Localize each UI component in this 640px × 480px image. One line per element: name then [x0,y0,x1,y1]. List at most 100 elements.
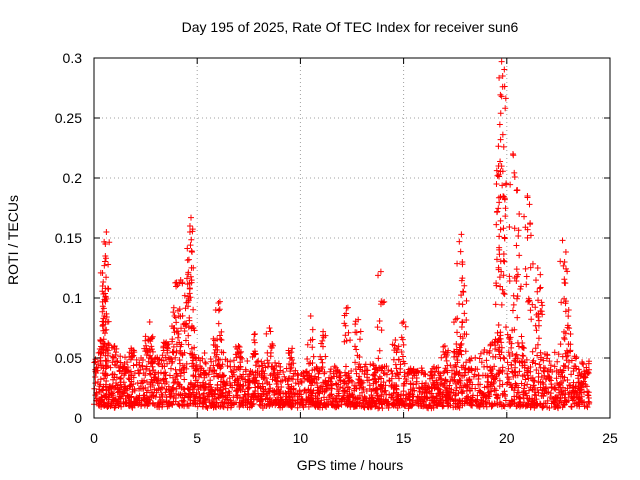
data-point [393,345,400,352]
data-point [580,389,587,396]
data-point [431,379,438,386]
data-point [190,373,197,380]
data-point [459,301,466,308]
data-point [252,362,259,369]
data-point [142,342,149,349]
data-point [388,375,395,382]
data-point [105,318,112,325]
data-point [378,375,385,382]
data-point [586,400,593,407]
data-point [445,388,452,395]
data-point [564,322,571,329]
data-point [407,402,414,409]
data-point [458,231,465,238]
data-point [441,384,448,391]
data-point [292,390,299,397]
data-point [376,318,383,325]
data-point [147,352,154,359]
data-point [514,372,521,379]
data-point [214,381,221,388]
data-point [313,401,320,408]
data-point [527,307,534,314]
data-point [538,299,545,306]
data-point [289,345,296,352]
data-point [102,258,109,265]
data-point [568,371,575,378]
data-point [207,381,214,388]
data-point [518,380,525,387]
data-point [319,359,326,366]
data-point [549,368,556,375]
data-point [211,403,218,410]
data-point [502,324,509,331]
data-point [526,297,533,304]
data-point [459,335,466,342]
data-point [551,363,558,370]
data-point [357,366,364,373]
data-point [191,393,198,400]
data-point [138,397,145,404]
data-point [534,288,541,295]
data-point [366,382,373,389]
data-point [453,346,460,353]
data-point [405,371,412,378]
data-point [475,375,482,382]
data-point [234,376,241,383]
data-point [553,375,560,382]
data-point [174,328,181,335]
data-point [309,360,316,367]
data-point [162,354,169,361]
data-point [92,366,99,373]
data-point [547,390,554,397]
x-axis-label: GPS time / hours [297,457,404,473]
data-point [452,380,459,387]
data-point [167,355,174,362]
data-point [343,305,350,312]
data-point [521,385,528,392]
data-point [482,372,489,379]
data-point [168,390,175,397]
chart-title: Day 195 of 2025, Rate Of TEC Index for r… [182,19,519,35]
data-point [313,363,320,370]
data-point [491,339,498,346]
data-point [267,343,274,350]
data-point [220,404,227,411]
data-point [267,353,274,360]
data-point [254,383,261,390]
data-point [356,392,363,399]
data-point [557,373,564,380]
data-point [497,91,504,98]
data-point [497,329,504,336]
data-point [157,369,164,376]
data-point [507,181,514,188]
data-point [488,388,495,395]
data-point [537,284,544,291]
data-point [491,400,498,407]
data-point [356,354,363,361]
data-point [159,393,166,400]
data-point [179,279,186,286]
data-point [448,373,455,380]
data-point [275,391,282,398]
data-point [496,335,503,342]
data-point [262,375,269,382]
data-point [138,385,145,392]
data-point [181,376,188,383]
data-point [419,380,426,387]
data-point [388,367,395,374]
data-point [516,368,523,375]
data-point [289,402,296,409]
data-point [242,392,249,399]
data-point [216,363,223,370]
data-point [551,349,558,356]
data-point [95,401,102,408]
data-point [322,353,329,360]
data-point [457,347,464,354]
data-point [385,367,392,374]
data-point [290,360,297,367]
data-point [273,396,280,403]
data-point [492,345,499,352]
data-point [561,394,568,401]
data-point [220,379,227,386]
data-point [185,332,192,339]
